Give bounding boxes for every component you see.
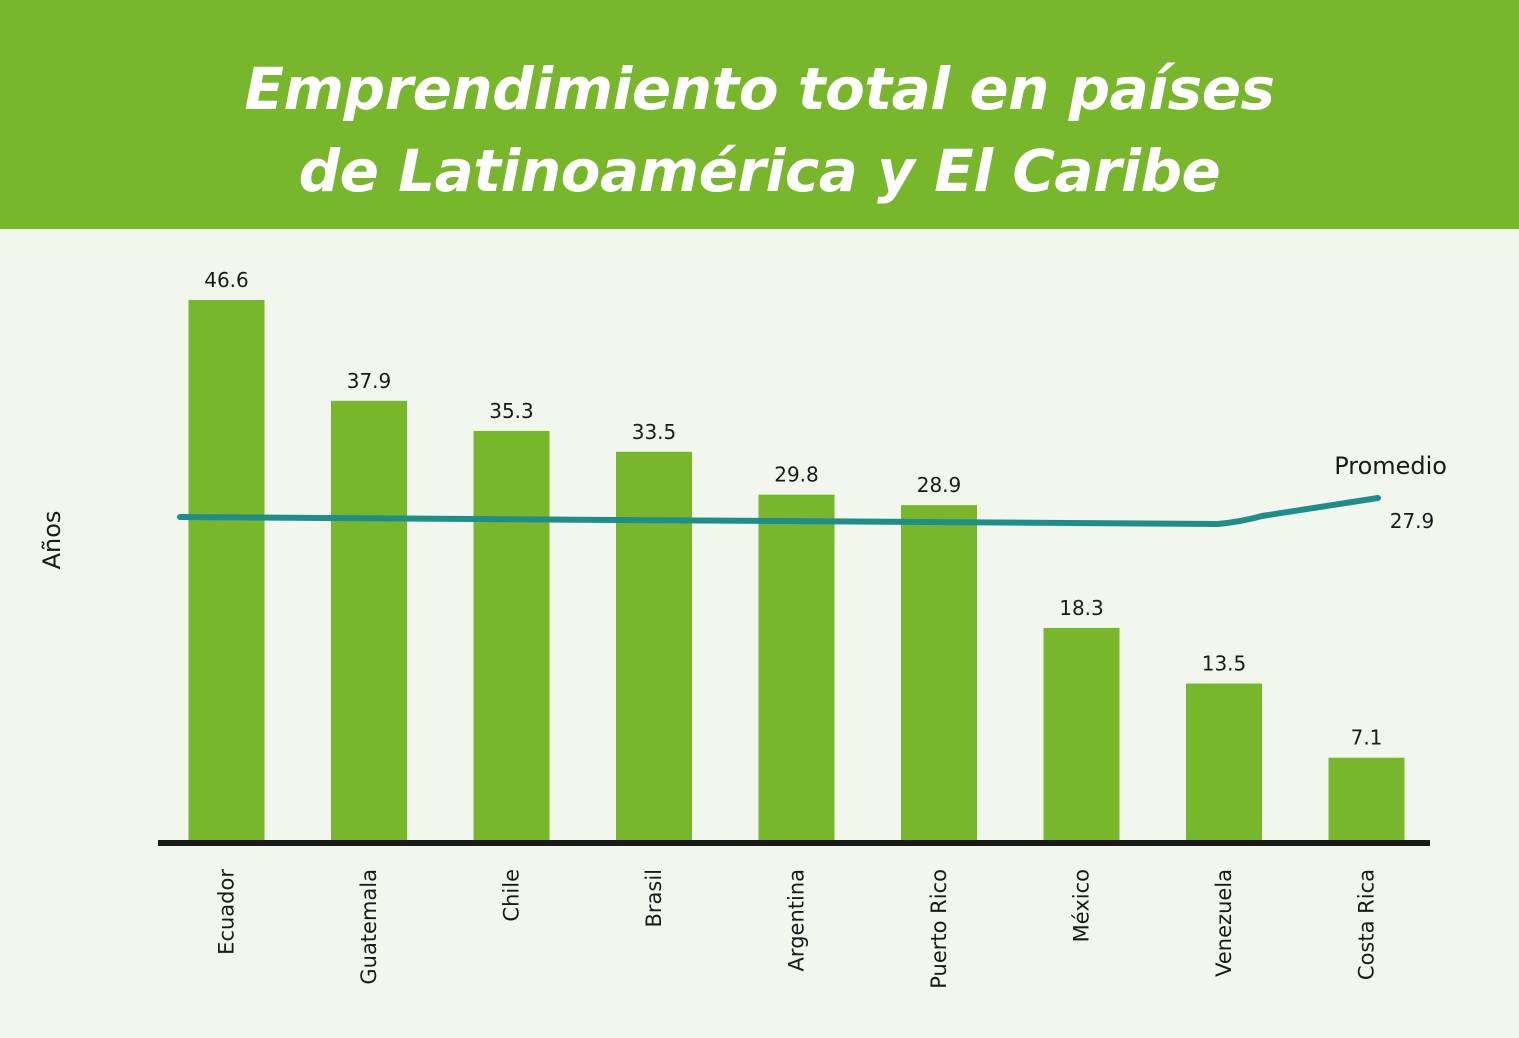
y-axis-label: Años (38, 511, 66, 570)
bar-venezuela (1186, 683, 1262, 840)
value-label: 18.3 (1059, 596, 1104, 620)
category-label: México (1070, 869, 1094, 942)
category-label: Brasil (642, 869, 666, 928)
bar-puerto-rico (901, 505, 977, 840)
category-label: Puerto Rico (927, 869, 951, 989)
average-line-label: Promedio (1334, 452, 1447, 480)
bar-brasil (616, 451, 692, 840)
average-line (177, 495, 1381, 528)
value-label: 13.5 (1202, 652, 1247, 676)
average-value-label: 27.9 (1390, 509, 1435, 533)
value-label: 37.9 (347, 369, 392, 393)
category-label: Ecuador (215, 869, 239, 955)
bar-méxico (1043, 627, 1120, 840)
value-label: 29.8 (774, 463, 819, 487)
bar-guatemala (331, 400, 407, 840)
category-label: Argentina (785, 869, 809, 971)
bar-argentina (758, 494, 835, 840)
value-labels-group: 46.6 37.9 35.3 33.5 29.8 28.9 18.3 13.5 7.1 (204, 268, 1382, 750)
value-label: 33.5 (632, 420, 677, 444)
value-label: 28.9 (917, 473, 962, 497)
category-labels-group: Ecuador Guatemala Chile Brasil Argentina Puer… (215, 869, 1379, 989)
bar-costa-rica (1328, 757, 1405, 840)
title-banner: Emprendimiento total en países de Latino… (0, 0, 1519, 229)
bar-ecuador (188, 300, 265, 840)
chart-title: Emprendimiento total en países de Latino… (244, 55, 1275, 205)
category-label: Guatemala (357, 869, 381, 985)
category-label: Venezuela (1212, 869, 1236, 977)
category-label: Costa Rica (1355, 869, 1379, 980)
value-label: 35.3 (489, 399, 534, 423)
bars-group (188, 300, 1405, 840)
category-label: Chile (500, 869, 524, 922)
value-label: 7.1 (1351, 726, 1383, 750)
bar-chile (473, 430, 550, 840)
value-label: 46.6 (204, 268, 249, 292)
